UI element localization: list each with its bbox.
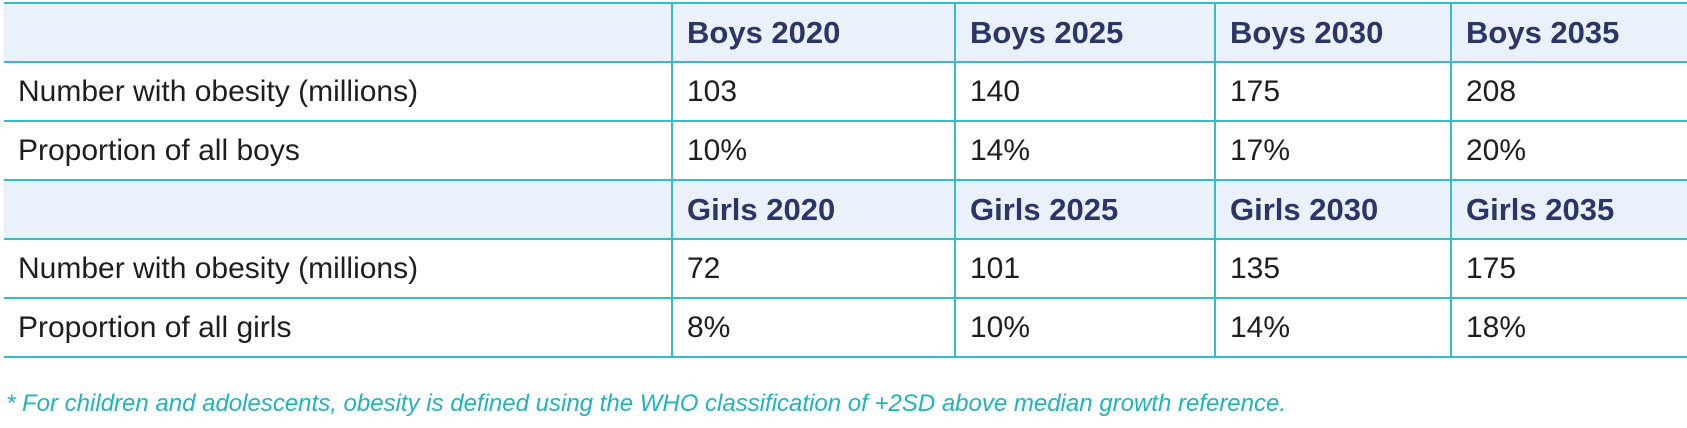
table-row: Number with obesity (millions) 103 140 1… — [4, 62, 1687, 122]
table-cell: 14% — [954, 121, 1215, 181]
table-row: Proportion of all girls 8% 10% 14% 18% — [4, 298, 1687, 358]
table-cell: 14% — [1214, 298, 1451, 358]
boys-header-row: Boys 2020 Boys 2025 Boys 2030 Boys 2035 — [4, 2, 1687, 63]
girls-header-cell: Girls 2025 — [954, 180, 1215, 240]
row-label: Number with obesity (millions) — [4, 239, 672, 299]
table-cell: 140 — [954, 62, 1215, 122]
table-cell: 135 — [1214, 239, 1451, 299]
footnote: * For children and adolescents, obesity … — [6, 390, 1287, 417]
boys-header-cell: Boys 2020 — [671, 2, 955, 63]
boys-header-cell: Boys 2030 — [1214, 2, 1451, 63]
table-cell: 103 — [671, 62, 955, 122]
table-cell: 10% — [954, 298, 1215, 358]
girls-header-cell: Girls 2030 — [1214, 180, 1451, 240]
table-cell: 101 — [954, 239, 1215, 299]
row-label: Number with obesity (millions) — [4, 62, 672, 122]
boys-header-empty-cell — [4, 2, 672, 63]
table-row: Number with obesity (millions) 72 101 13… — [4, 239, 1687, 299]
obesity-projection-table: Boys 2020 Boys 2025 Boys 2030 Boys 2035 … — [4, 2, 1687, 358]
table-cell: 18% — [1450, 298, 1687, 358]
girls-header-cell: Girls 2020 — [671, 180, 955, 240]
table-cell: 72 — [671, 239, 955, 299]
table-row: Proportion of all boys 10% 14% 17% 20% — [4, 121, 1687, 181]
table-cell: 20% — [1450, 121, 1687, 181]
table-cell: 10% — [671, 121, 955, 181]
boys-header-cell: Boys 2025 — [954, 2, 1215, 63]
girls-header-empty-cell — [4, 180, 672, 240]
obesity-table-container: Boys 2020 Boys 2025 Boys 2030 Boys 2035 … — [4, 2, 1687, 358]
table-cell: 175 — [1214, 62, 1451, 122]
row-label: Proportion of all boys — [4, 121, 672, 181]
table-cell: 175 — [1450, 239, 1687, 299]
table-cell: 208 — [1450, 62, 1687, 122]
row-label: Proportion of all girls — [4, 298, 672, 358]
table-cell: 8% — [671, 298, 955, 358]
girls-header-cell: Girls 2035 — [1450, 180, 1687, 240]
boys-header-cell: Boys 2035 — [1450, 2, 1687, 63]
table-cell: 17% — [1214, 121, 1451, 181]
girls-header-row: Girls 2020 Girls 2025 Girls 2030 Girls 2… — [4, 180, 1687, 240]
